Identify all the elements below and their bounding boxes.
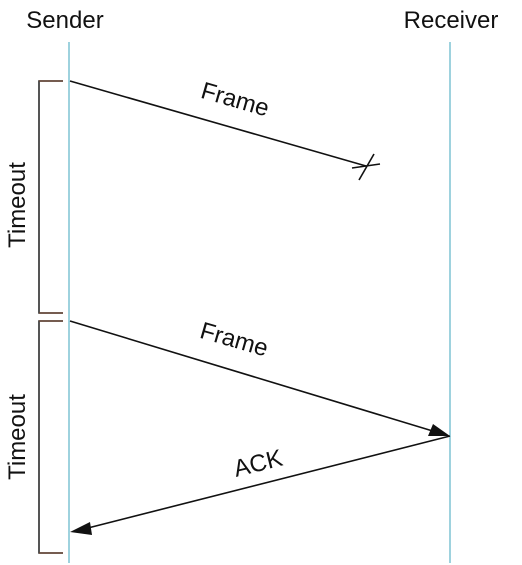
timeout-bracket-2 <box>38 320 63 554</box>
lost-frame-arrow <box>69 80 367 167</box>
timeout-bracket-1 <box>38 80 63 314</box>
sender-label: Sender <box>26 7 103 34</box>
ack-arrow <box>83 435 451 530</box>
ack-arrowhead <box>70 522 92 535</box>
timeout-label-2: Timeout <box>4 394 31 480</box>
frame-label-1: Frame <box>198 77 272 122</box>
frame-arrowhead <box>428 424 450 436</box>
frame-label-2: Frame <box>197 317 271 362</box>
receiver-label: Receiver <box>404 7 499 34</box>
lost-frame-x-mark <box>351 153 381 181</box>
frame-arrow <box>69 320 437 433</box>
timeout-label-1: Timeout <box>4 162 31 248</box>
ack-label: ACK <box>231 445 285 483</box>
